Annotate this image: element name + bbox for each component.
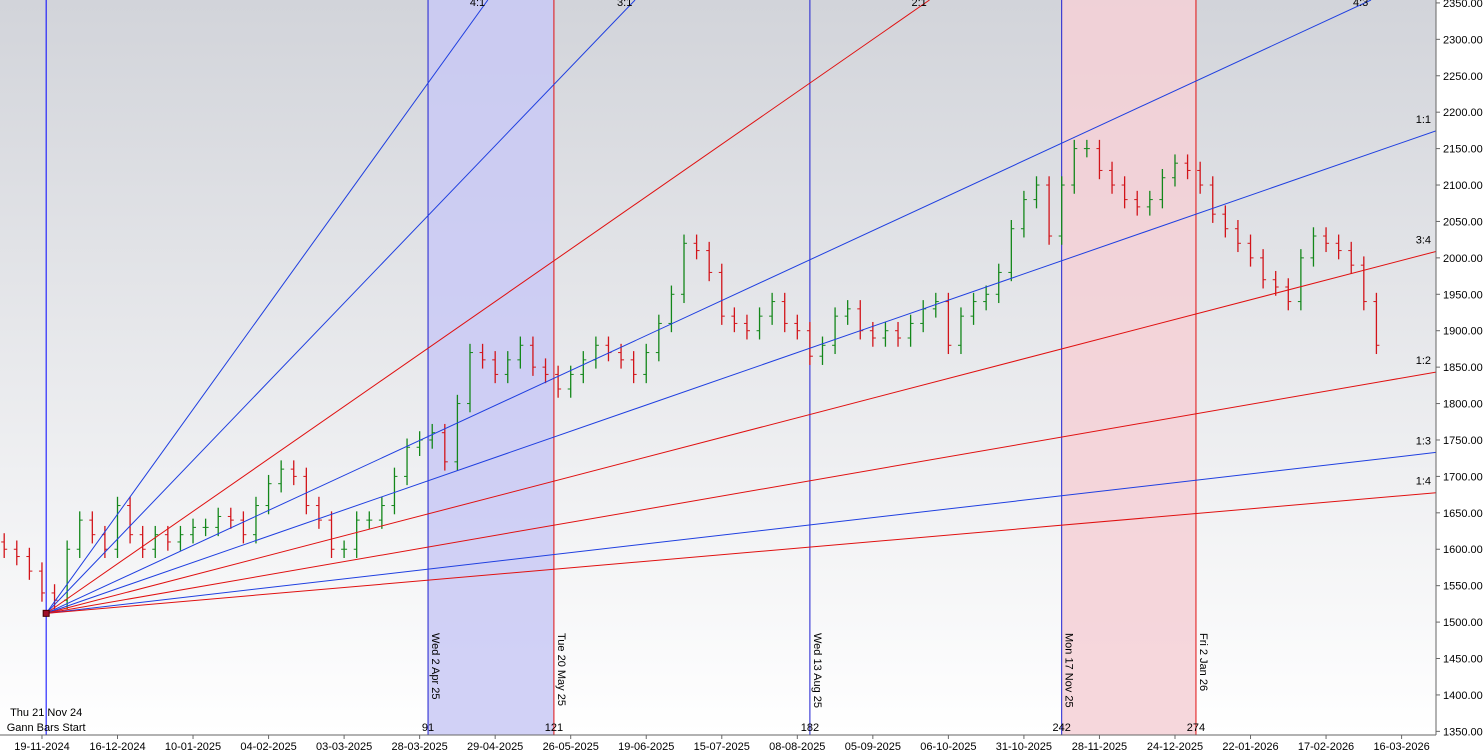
gann-line-label: 2:1 [911,0,926,9]
gann-line [46,250,1436,614]
marker-count: 274 [1187,722,1205,734]
origin-label: Gann Bars Start [7,722,86,734]
x-tick-label: 28-11-2025 [1072,741,1127,753]
marker-count: 121 [545,722,563,734]
y-tick-label: 2000.00 [1443,253,1483,265]
gann-origin [42,609,50,617]
marker-count: 91 [422,722,434,734]
time-zone [1061,0,1196,735]
x-tick-label: 29-04-2025 [467,741,523,753]
x-tick-label: 17-02-2026 [1298,741,1354,753]
gann-line-label: 4:3 [1353,0,1368,9]
y-tick-label: 1850.00 [1443,362,1483,374]
y-tick-label: 1600.00 [1443,544,1483,556]
axes: 1350.00 1400.00 1450.00 1500.00 1550.00 1600.… [7,0,1483,753]
x-axis-background [0,735,1436,753]
y-tick-label: 1400.00 [1443,690,1483,702]
x-tick-label: 03-03-2025 [316,741,372,753]
origin-date: Thu 21 Nov 24 [10,707,82,719]
marker-count: 182 [801,722,819,734]
y-tick-label: 1900.00 [1443,326,1483,338]
plot [1,0,1436,735]
marker-date: Tue 20 May 25 [555,633,567,706]
y-tick-label: 2300.00 [1443,34,1483,46]
y-tick-label: 1500.00 [1443,617,1483,629]
x-tick-label: 22-01-2026 [1222,741,1278,753]
y-tick-label: 1750.00 [1443,435,1483,447]
gann-line [46,492,1436,614]
gann-line-label: 3:1 [617,0,632,9]
gann-line-label: 4:1 [470,0,485,9]
y-tick-label: 1450.00 [1443,654,1483,666]
x-tick-label: 08-08-2025 [769,741,825,753]
y-axis-background [1436,0,1483,753]
y-tick-label: 2150.00 [1443,144,1483,156]
gann-line-label: 1:1 [1416,114,1431,126]
y-tick-label: 1700.00 [1443,471,1483,483]
marker-count: 242 [1053,722,1071,734]
gann-line [45,0,489,614]
y-tick-label: 1800.00 [1443,399,1483,411]
y-tick-label: 1350.00 [1443,726,1483,738]
gann-line-label: 3:4 [1416,234,1431,246]
x-tick-label: 06-10-2025 [920,741,976,753]
gann-line [46,451,1436,614]
y-tick-label: 2200.00 [1443,107,1483,119]
gann-line [45,0,930,614]
x-tick-label: 19-11-2024 [14,741,69,753]
x-tick-label: 28-03-2025 [391,741,447,753]
x-tick-label: 04-02-2025 [240,741,296,753]
gann-line [45,0,1372,614]
marker-date: Mon 17 Nov 25 [1063,633,1075,708]
y-tick-label: 1550.00 [1443,581,1483,593]
y-tick-label: 2100.00 [1443,180,1483,192]
x-tick-label: 31-10-2025 [996,741,1052,753]
x-tick-label: 26-05-2025 [543,741,599,753]
gann-line-label: 1:2 [1416,355,1431,367]
marker-date: Wed 2 Apr 25 [429,633,441,699]
marker-date: Fri 2 Jan 26 [1197,633,1209,691]
gann-line [46,371,1436,614]
gann-line [45,0,636,614]
plot-background [0,0,1436,735]
marker-date: Wed 13 Aug 25 [811,633,823,708]
x-tick-label: 16-03-2026 [1373,741,1429,753]
gann-line [45,130,1436,614]
x-tick-label: 24-12-2025 [1147,741,1203,753]
y-tick-label: 1650.00 [1443,508,1483,520]
gann-line-label: 1:3 [1416,435,1431,447]
x-tick-label: 15-07-2025 [694,741,750,753]
y-tick-label: 1950.00 [1443,289,1483,301]
x-tick-label: 10-01-2025 [165,741,221,753]
y-tick-label: 2350.00 [1443,0,1483,10]
y-tick-label: 2050.00 [1443,216,1483,228]
x-tick-label: 19-06-2025 [618,741,674,753]
gann-line-label: 1:4 [1416,476,1431,488]
y-tick-label: 2250.00 [1443,71,1483,83]
x-tick-label: 05-09-2025 [845,741,901,753]
x-tick-label: 16-12-2024 [89,741,145,753]
